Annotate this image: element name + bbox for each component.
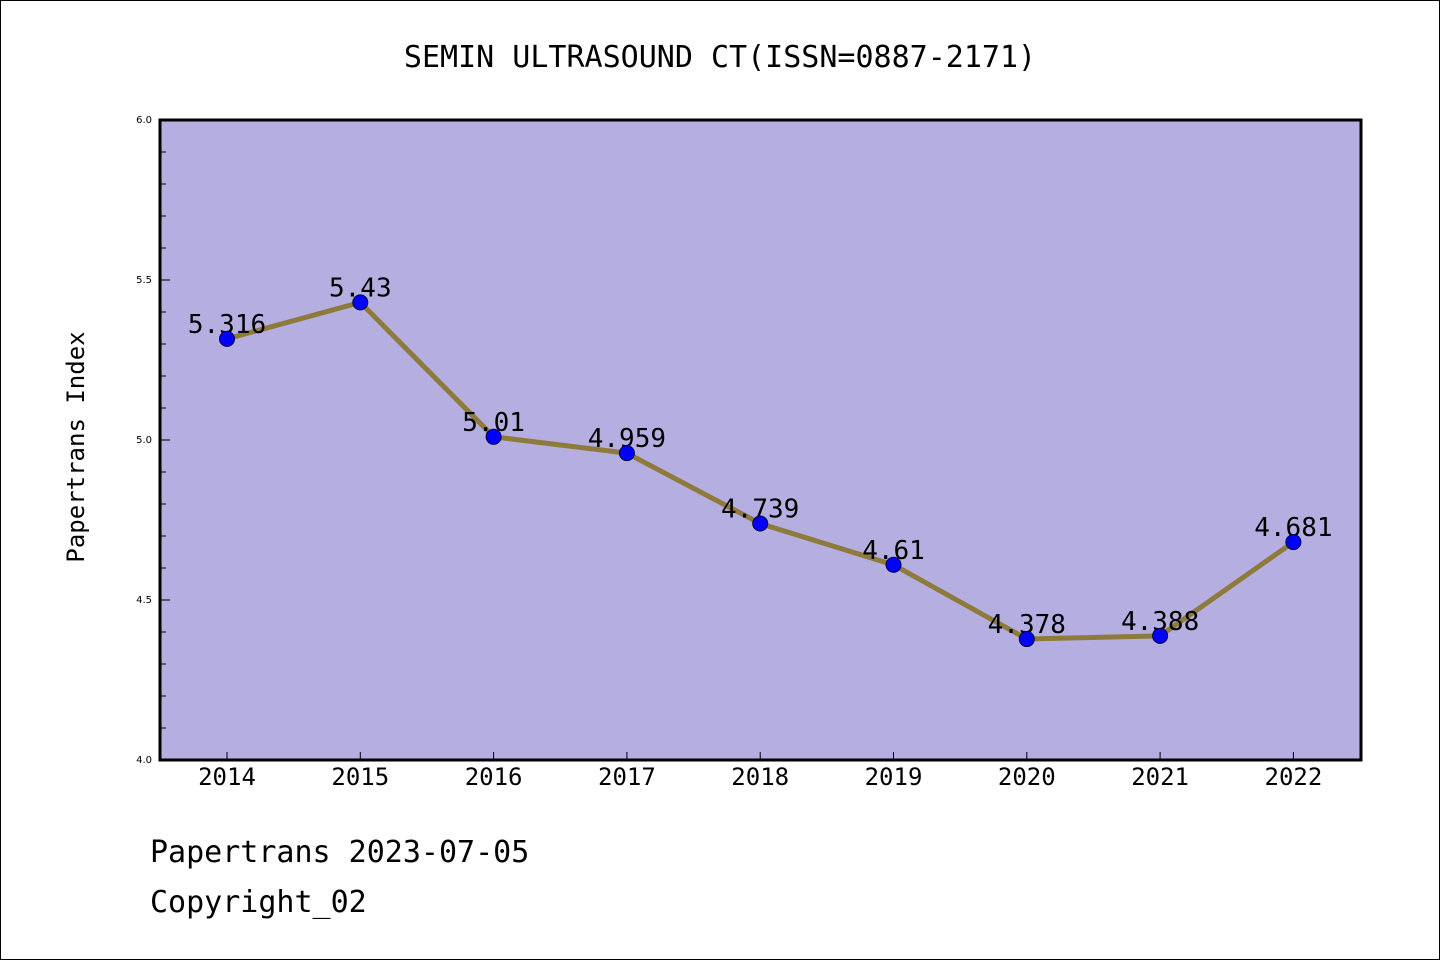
- chart-title: SEMIN ULTRASOUND CT(ISSN=0887-2171): [404, 40, 1036, 75]
- data-markers: [219, 294, 1302, 648]
- data-point: [1285, 534, 1302, 551]
- data-point: [1018, 631, 1035, 648]
- y-axis: 4.0 4.5 5.0 5.5 6.0: [136, 115, 170, 766]
- x-tick-label: 2015: [331, 763, 389, 791]
- data-point: [352, 294, 369, 311]
- data-point: [618, 445, 635, 462]
- x-tick-label: 2017: [598, 763, 656, 791]
- footer-source: Papertrans 2023-07-05: [150, 835, 530, 870]
- data-point: [752, 515, 769, 532]
- x-tick-label: 2020: [998, 763, 1056, 791]
- footer-copyright: Copyright_02: [150, 885, 367, 920]
- data-point: [885, 556, 902, 573]
- plot-area: [158, 118, 1363, 762]
- x-tick-label: 2014: [198, 763, 256, 791]
- y-tick-label: 5.5: [136, 275, 152, 286]
- y-tick-label: 4.5: [136, 595, 152, 606]
- y-tick-label: 4.0: [136, 755, 152, 766]
- data-point: [485, 428, 502, 445]
- y-tick-label: 6.0: [136, 115, 152, 126]
- data-point: [1152, 627, 1169, 644]
- x-tick-label: 2022: [1265, 763, 1323, 791]
- x-tick-label: 2018: [731, 763, 789, 791]
- y-axis-label: Papertrans Index: [62, 331, 90, 562]
- data-point: [219, 330, 235, 347]
- y-tick-label: 5.0: [136, 435, 152, 446]
- x-tick-label: 2019: [865, 763, 923, 791]
- x-axis: 2014 2015 2016 2017 2018 2019 2020 2021 2022: [198, 752, 1322, 791]
- x-tick-label: 2016: [465, 763, 523, 791]
- x-tick-label: 2021: [1131, 763, 1189, 791]
